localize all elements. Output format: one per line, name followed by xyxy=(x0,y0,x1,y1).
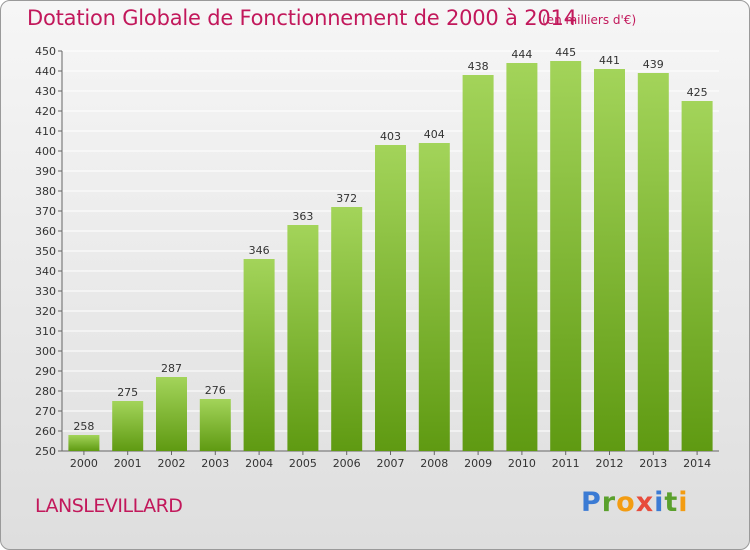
bar xyxy=(112,401,144,451)
bar xyxy=(550,61,582,451)
y-tick-label: 420 xyxy=(35,105,56,118)
x-tick-label: 2008 xyxy=(420,457,448,470)
y-tick-label: 430 xyxy=(35,85,56,98)
y-tick-label: 250 xyxy=(35,445,56,458)
logo-letter: t xyxy=(664,487,679,518)
data-label: 363 xyxy=(292,210,313,223)
y-tick-label: 360 xyxy=(35,225,56,238)
y-tick-label: 320 xyxy=(35,305,56,318)
data-label: 404 xyxy=(424,128,445,141)
logo-letter: o xyxy=(616,487,636,518)
logo-letter: P xyxy=(581,487,602,518)
data-label: 372 xyxy=(336,192,357,205)
x-tick-label: 2003 xyxy=(201,457,229,470)
bar xyxy=(331,207,363,451)
y-tick-label: 390 xyxy=(35,165,56,178)
bar xyxy=(243,259,275,451)
y-tick-label: 330 xyxy=(35,285,56,298)
x-tick-label: 2002 xyxy=(158,457,186,470)
y-tick-label: 370 xyxy=(35,205,56,218)
data-label: 441 xyxy=(599,54,620,67)
x-tick-label: 2005 xyxy=(289,457,317,470)
y-tick-label: 380 xyxy=(35,185,56,198)
logo-letter: i xyxy=(654,487,665,518)
x-tick-label: 2014 xyxy=(683,457,711,470)
y-tick-label: 310 xyxy=(35,325,56,338)
data-label: 258 xyxy=(73,420,94,433)
x-tick-label: 2000 xyxy=(70,457,98,470)
x-tick-label: 2013 xyxy=(639,457,667,470)
x-tick-label: 2007 xyxy=(377,457,405,470)
y-tick-label: 270 xyxy=(35,405,56,418)
y-tick-label: 410 xyxy=(35,125,56,138)
bar xyxy=(287,225,319,451)
data-label: 287 xyxy=(161,362,182,375)
bar xyxy=(418,143,450,451)
y-tick-label: 450 xyxy=(35,45,56,58)
data-label: 403 xyxy=(380,130,401,143)
proxiti-logo[interactable]: Proxiti xyxy=(581,487,689,518)
logo-letter: r xyxy=(601,487,617,518)
data-label: 439 xyxy=(643,58,664,71)
data-label: 346 xyxy=(249,244,270,257)
data-label: 276 xyxy=(205,384,226,397)
x-tick-label: 2010 xyxy=(508,457,536,470)
y-tick-label: 300 xyxy=(35,345,56,358)
bar xyxy=(681,101,713,451)
x-tick-label: 2001 xyxy=(114,457,142,470)
bar xyxy=(506,63,538,451)
bar xyxy=(462,75,494,451)
bar xyxy=(199,399,231,451)
data-label: 444 xyxy=(511,48,532,61)
chart-title: Dotation Globale de Fonctionnement de 20… xyxy=(27,6,577,30)
x-tick-label: 2006 xyxy=(333,457,361,470)
data-label: 438 xyxy=(468,60,489,73)
bar xyxy=(375,145,406,451)
x-tick-label: 2004 xyxy=(245,457,273,470)
bar xyxy=(594,69,625,451)
y-tick-label: 260 xyxy=(35,425,56,438)
y-tick-label: 440 xyxy=(35,65,56,78)
x-tick-label: 2009 xyxy=(464,457,492,470)
chart-subtitle: (en milliers d'€) xyxy=(542,13,637,27)
x-tick-label: 2011 xyxy=(552,457,580,470)
data-label: 275 xyxy=(117,386,138,399)
data-label: 425 xyxy=(687,86,708,99)
commune-name: LANSLEVILLARD xyxy=(35,495,183,517)
logo-letter: i xyxy=(678,487,689,518)
bar xyxy=(156,377,187,451)
y-tick-label: 400 xyxy=(35,145,56,158)
bar xyxy=(68,435,100,451)
y-tick-label: 290 xyxy=(35,365,56,378)
y-tick-label: 280 xyxy=(35,385,56,398)
logo-letter: x xyxy=(635,487,655,518)
y-tick-label: 350 xyxy=(35,245,56,258)
x-tick-label: 2012 xyxy=(596,457,624,470)
y-tick-label: 340 xyxy=(35,265,56,278)
data-label: 445 xyxy=(555,46,576,59)
bar xyxy=(637,73,669,451)
